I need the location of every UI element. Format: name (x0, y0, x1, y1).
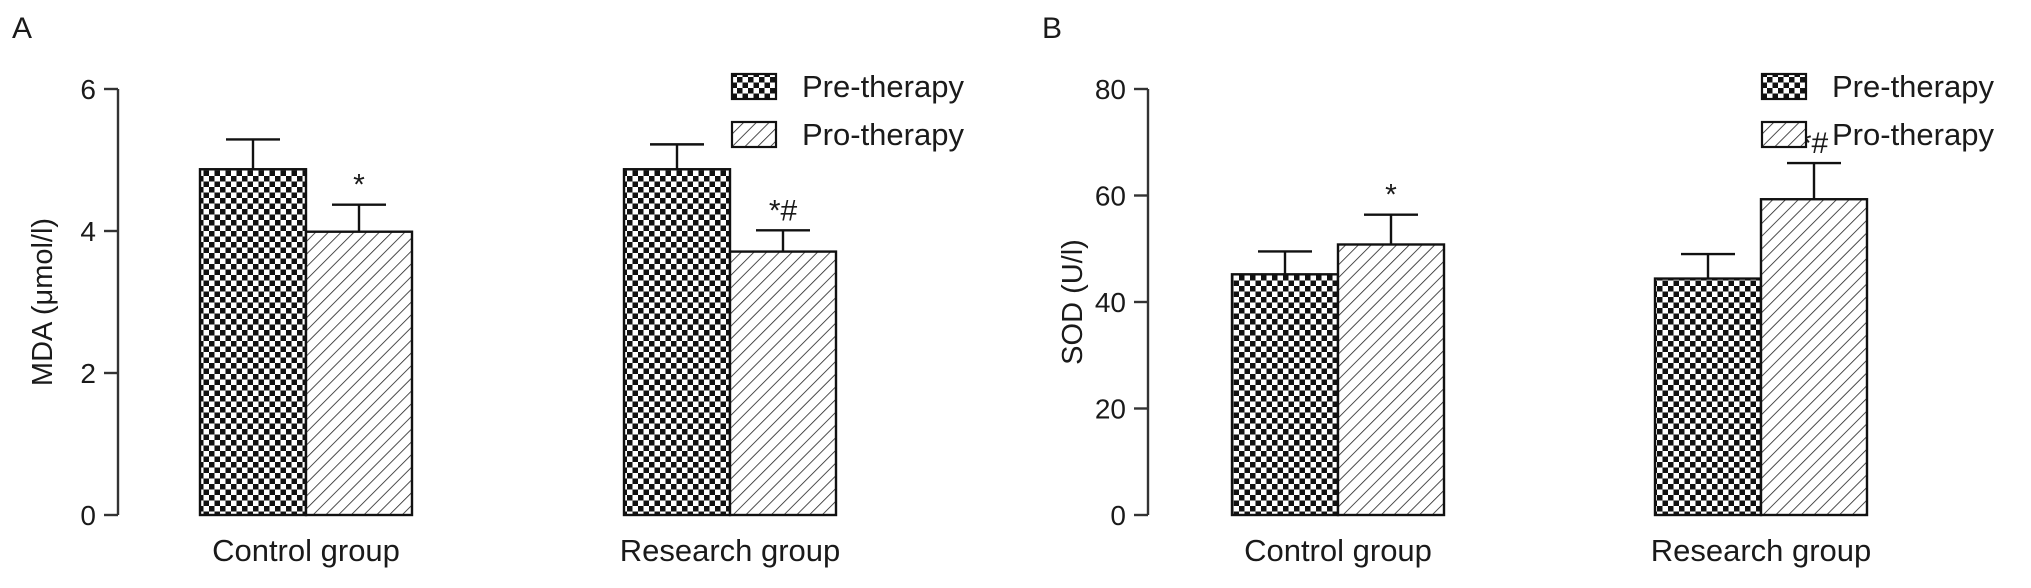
legend-swatch-hatch (1760, 120, 1808, 149)
legend-swatch-hatch (730, 120, 778, 149)
significance-marker: * (353, 169, 365, 202)
legend-swatch-checker (730, 72, 778, 101)
y-tick-label: 20 (1095, 394, 1126, 425)
bar-hatch (1336, 243, 1446, 517)
y-tick-label: 60 (1095, 181, 1126, 212)
significance-marker: * (1385, 179, 1397, 212)
y-axis-title: SOD (U/l) (1057, 239, 1089, 365)
panel-b: B 0 20 40 60 80 SOD (U/l) Control group Research… (1042, 12, 1994, 568)
significance-marker: *# (769, 194, 798, 227)
legend-label: Pre-therapy (802, 69, 964, 104)
bar-checker (198, 168, 308, 517)
bar-checker (1653, 277, 1763, 517)
category-label: Control group (1244, 533, 1432, 568)
y-tick-label: 0 (1110, 500, 1126, 531)
bar-hatch (728, 250, 838, 517)
bar-hatch (1759, 198, 1869, 517)
y-tick-label: 2 (80, 358, 96, 389)
y-tick-label: 80 (1095, 74, 1126, 105)
y-tick-label: 0 (80, 500, 96, 531)
legend-label: Pre-therapy (1832, 69, 1994, 104)
panel-a: A 0 2 4 6 MDA (μmol/l) Control group Research g… (12, 12, 964, 568)
bar-hatch (304, 230, 414, 517)
legend-label: Pro-therapy (1832, 117, 1994, 152)
legend-label: Pro-therapy (802, 117, 964, 152)
category-label: Control group (212, 533, 400, 568)
y-tick-label: 40 (1095, 287, 1126, 318)
panel-label: A (12, 12, 32, 45)
y-axis-title: MDA (μmol/l) (27, 218, 59, 386)
category-label: Research group (620, 533, 841, 568)
legend-swatch-checker (1760, 72, 1808, 101)
category-label: Research group (1651, 533, 1872, 568)
panel-label: B (1042, 12, 1062, 45)
y-tick-label: 6 (80, 74, 96, 105)
bar-checker (622, 168, 732, 517)
bar-checker (1230, 273, 1340, 517)
y-tick-label: 4 (80, 216, 96, 247)
